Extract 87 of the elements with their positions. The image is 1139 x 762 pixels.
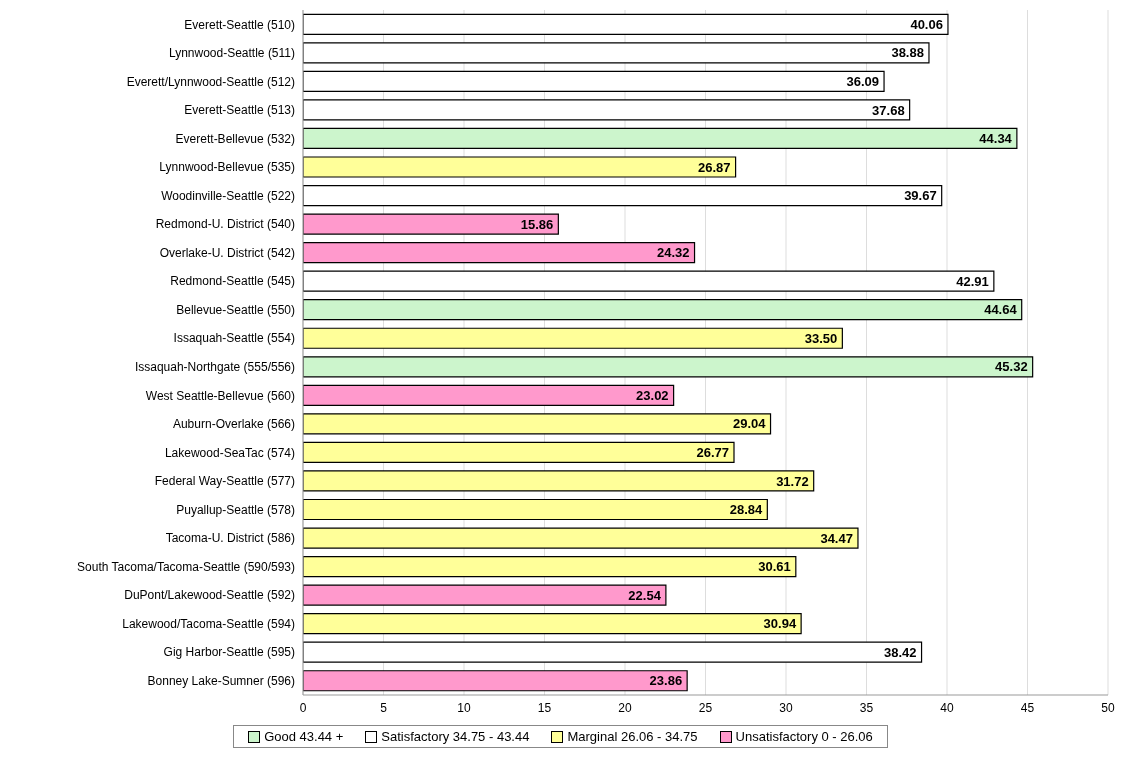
bar	[303, 156, 737, 178]
bar	[303, 670, 688, 692]
x-tick-label: 0	[299, 700, 307, 715]
bar	[303, 127, 1018, 150]
x-tick-label: 15	[537, 700, 552, 715]
x-tick-label: 30	[779, 700, 793, 715]
x-tick-label: 35	[859, 700, 874, 715]
data-label: 38.88	[891, 45, 924, 61]
data-label: 44.34	[979, 131, 1013, 147]
bar	[303, 441, 735, 464]
y-tick-label: Gig Harbor-Seattle (595)	[163, 645, 295, 660]
y-tick-label: Everett-Seattle (510)	[184, 17, 295, 32]
data-label: 31.72	[776, 473, 809, 489]
y-tick-label: Overlake-U. District (542)	[159, 245, 295, 260]
x-tick-label: 5	[380, 700, 388, 715]
y-tick-label: Lakewood/Tacoma-Seattle (594)	[122, 616, 295, 631]
legend-label: Satisfactory 34.75 - 43.44	[381, 729, 530, 744]
data-label: 33.50	[804, 330, 838, 346]
bar	[303, 498, 768, 521]
bar	[303, 242, 696, 264]
y-tick-label: Everett-Seattle (513)	[184, 103, 295, 118]
y-tick-label: Tacoma-U. District (586)	[165, 531, 295, 546]
data-label: 15.86	[520, 216, 554, 232]
x-tick-label: 50	[1101, 700, 1115, 715]
data-label: 36.09	[846, 73, 880, 89]
x-tick-label: 40	[940, 700, 954, 715]
y-tick-label: Everett-Bellevue (532)	[175, 131, 295, 146]
data-label: 23.86	[649, 673, 683, 689]
bar	[303, 384, 675, 406]
y-tick-label: South Tacoma/Tacoma-Seattle (590/593)	[77, 559, 295, 574]
bar	[303, 470, 815, 492]
y-tick-label: Woodinville-Seattle (522)	[161, 188, 295, 203]
y-tick-label: West Seattle-Bellevue (560)	[145, 388, 295, 403]
bar	[303, 641, 923, 663]
bar	[303, 327, 843, 349]
legend-label: Good 43.44 +	[264, 729, 344, 744]
bar	[303, 356, 1034, 378]
y-tick-label: Auburn-Overlake (566)	[172, 417, 295, 432]
bar	[303, 527, 859, 549]
data-label: 26.87	[698, 159, 731, 175]
y-tick-label: Issaquah-Seattle (554)	[173, 331, 295, 346]
data-label: 39.67	[904, 188, 937, 204]
data-label: 37.68	[872, 102, 905, 118]
y-tick-label: Redmond-Seattle (545)	[170, 274, 295, 289]
y-tick-label: Lynnwood-Seattle (511)	[168, 46, 295, 61]
data-label: 45.32	[995, 359, 1028, 375]
y-tick-label: Bonney Lake-Sumner (596)	[147, 673, 295, 688]
bar	[303, 13, 949, 35]
bar	[303, 213, 559, 235]
bar	[303, 584, 667, 606]
data-label: 22.54	[628, 587, 662, 603]
y-tick-label: Lakewood-SeaTac (574)	[164, 445, 295, 460]
data-label: 40.06	[910, 16, 943, 32]
y-tick-label: Issaquah-Northgate (555/556)	[134, 360, 295, 375]
y-tick-label: Redmond-U. District (540)	[155, 217, 295, 232]
data-label: 34.47	[820, 530, 853, 546]
y-tick-label: DuPont/Lakewood-Seattle (592)	[124, 588, 295, 603]
data-label: 28.84	[729, 502, 764, 518]
bar	[303, 555, 797, 578]
bar	[303, 184, 943, 207]
bar	[303, 413, 772, 435]
data-label: 24.32	[657, 245, 690, 261]
bar	[303, 70, 885, 92]
data-label: 23.02	[636, 387, 669, 403]
x-tick-label: 10	[457, 700, 471, 715]
data-label: 30.61	[758, 559, 791, 575]
data-label: 29.04	[733, 416, 767, 432]
data-label: 44.64	[984, 302, 1018, 318]
bar	[303, 270, 995, 292]
data-label: 38.42	[884, 644, 917, 660]
bar	[303, 613, 802, 635]
bar	[303, 99, 911, 121]
y-tick-label: Puyallup-Seattle (578)	[176, 502, 295, 517]
x-tick-label: 20	[618, 700, 632, 715]
legend-label: Marginal 26.06 - 34.75	[567, 729, 698, 744]
legend-label: Unsatisfactory 0 - 26.06	[735, 729, 873, 744]
data-label: 42.91	[956, 273, 989, 289]
x-tick-label: 25	[698, 700, 713, 715]
y-tick-label: Lynnwood-Bellevue (535)	[159, 160, 295, 175]
y-tick-label: Federal Way-Seattle (577)	[154, 474, 295, 489]
y-tick-label: Bellevue-Seattle (550)	[176, 302, 295, 317]
bar	[303, 42, 930, 64]
y-tick-label: Everett/Lynnwood-Seattle (512)	[126, 74, 295, 89]
data-label: 26.77	[696, 445, 729, 461]
bar	[303, 299, 1023, 321]
data-label: 30.94	[763, 616, 797, 632]
x-tick-label: 45	[1020, 700, 1035, 715]
